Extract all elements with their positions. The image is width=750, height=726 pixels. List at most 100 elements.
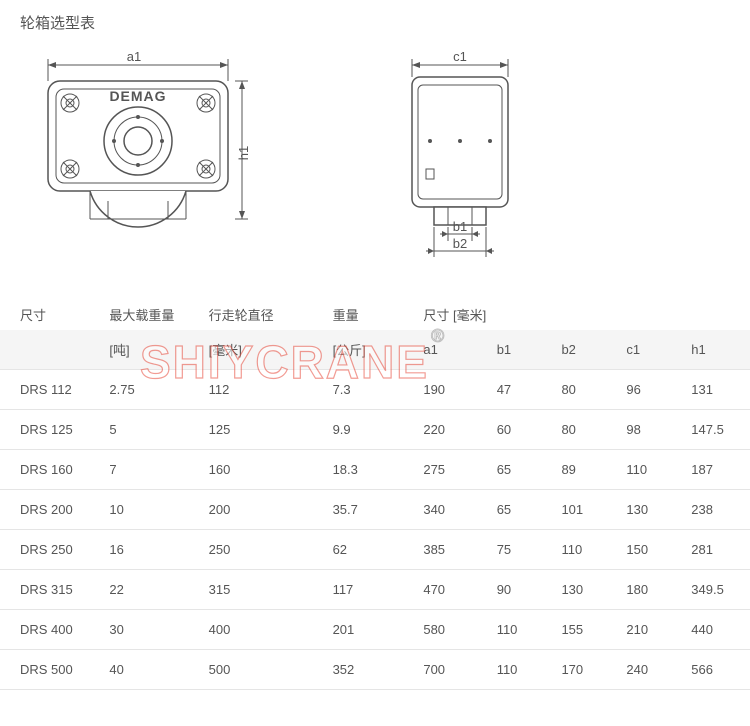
table-cell: 150 — [618, 530, 683, 570]
table-cell: 9.9 — [325, 410, 416, 450]
table-cell: 7.3 — [325, 370, 416, 410]
table-cell: 131 — [683, 370, 750, 410]
table-cell: 98 — [618, 410, 683, 450]
table-cell: 22 — [101, 570, 200, 610]
table-cell: 65 — [489, 450, 554, 490]
table-cell: 125 — [201, 410, 325, 450]
table-cell: DRS 500 — [0, 650, 101, 690]
table-cell: 35.7 — [325, 490, 416, 530]
table-unit-row: [吨] [毫米] [公斤] a1 b1 b2 c1 h1 — [0, 330, 750, 370]
table-row: DRS 3152231511747090130180349.5 — [0, 570, 750, 610]
sub-h1: h1 — [683, 330, 750, 370]
table-cell: 315 — [201, 570, 325, 610]
table-cell: 5 — [101, 410, 200, 450]
table-cell: DRS 160 — [0, 450, 101, 490]
table-cell: 80 — [553, 410, 618, 450]
table-cell: 7 — [101, 450, 200, 490]
table-cell: 147.5 — [683, 410, 750, 450]
table-cell: 349.5 — [683, 570, 750, 610]
table-cell: 130 — [618, 490, 683, 530]
table-header-row: 尺寸 最大载重量 行走轮直径 重量 尺寸 [毫米] — [0, 291, 750, 330]
sub-b2: b2 — [553, 330, 618, 370]
table-cell: 112 — [201, 370, 325, 410]
table-body: DRS 1122.751127.3190478096131DRS 1255125… — [0, 370, 750, 690]
table-cell: 110 — [489, 650, 554, 690]
table-cell: 352 — [325, 650, 416, 690]
diagram-side: c1 b1 b2 — [390, 51, 540, 271]
svg-text:a1: a1 — [127, 51, 141, 64]
table-cell: 130 — [553, 570, 618, 610]
table-cell: 580 — [415, 610, 488, 650]
table-cell: 275 — [415, 450, 488, 490]
table-cell: 75 — [489, 530, 554, 570]
selection-table: 尺寸 最大载重量 行走轮直径 重量 尺寸 [毫米] [吨] [毫米] [公斤] … — [0, 291, 750, 690]
table-row: DRS 250162506238575110150281 — [0, 530, 750, 570]
table-cell: 180 — [618, 570, 683, 610]
table-cell: 47 — [489, 370, 554, 410]
table-cell: 110 — [489, 610, 554, 650]
table-cell: 440 — [683, 610, 750, 650]
table-cell: 101 — [553, 490, 618, 530]
table-cell: 65 — [489, 490, 554, 530]
unit-1: [吨] — [101, 330, 200, 370]
table-cell: 117 — [325, 570, 416, 610]
table-cell: DRS 125 — [0, 410, 101, 450]
table-cell: 470 — [415, 570, 488, 610]
table-cell: 566 — [683, 650, 750, 690]
table-row: DRS 160716018.32756589110187 — [0, 450, 750, 490]
table-cell: 160 — [201, 450, 325, 490]
table-cell: 187 — [683, 450, 750, 490]
table-cell: 190 — [415, 370, 488, 410]
th-maxload: 最大载重量 — [101, 291, 200, 330]
sub-b1: b1 — [489, 330, 554, 370]
table-cell: 700 — [415, 650, 488, 690]
sub-c1: c1 — [618, 330, 683, 370]
table-row: DRS 2001020035.734065101130238 — [0, 490, 750, 530]
sub-a1: a1 — [415, 330, 488, 370]
table-cell: DRS 315 — [0, 570, 101, 610]
table-cell: 238 — [683, 490, 750, 530]
diagram-front: a1 h1 DEMAG — [30, 51, 250, 251]
table-cell: 90 — [489, 570, 554, 610]
page-title: 轮箱选型表 — [0, 0, 750, 41]
svg-text:DEMAG: DEMAG — [109, 88, 166, 104]
table-cell: DRS 200 — [0, 490, 101, 530]
table-cell: 250 — [201, 530, 325, 570]
table-cell: 385 — [415, 530, 488, 570]
table-cell: 10 — [101, 490, 200, 530]
table-cell: 18.3 — [325, 450, 416, 490]
table-cell: DRS 112 — [0, 370, 101, 410]
table-cell: 201 — [325, 610, 416, 650]
table-cell: 281 — [683, 530, 750, 570]
table-cell: 240 — [618, 650, 683, 690]
table-cell: 40 — [101, 650, 200, 690]
table-cell: 210 — [618, 610, 683, 650]
th-weight: 重量 — [325, 291, 416, 330]
table-cell: 62 — [325, 530, 416, 570]
svg-text:b1: b1 — [453, 219, 467, 234]
table-cell: 200 — [201, 490, 325, 530]
svg-text:c1: c1 — [453, 51, 467, 64]
table-row: DRS 50040500352700110170240566 — [0, 650, 750, 690]
table-cell: 60 — [489, 410, 554, 450]
table-cell: 400 — [201, 610, 325, 650]
table-row: DRS 12551259.9220608098147.5 — [0, 410, 750, 450]
th-dims: 尺寸 [毫米] — [415, 291, 750, 330]
table-row: DRS 1122.751127.3190478096131 — [0, 370, 750, 410]
svg-text:h1: h1 — [236, 146, 250, 160]
table-cell: 220 — [415, 410, 488, 450]
table-cell: 170 — [553, 650, 618, 690]
table-cell: 500 — [201, 650, 325, 690]
th-wheeldia: 行走轮直径 — [201, 291, 325, 330]
table-row: DRS 40030400201580110155210440 — [0, 610, 750, 650]
table-cell: DRS 250 — [0, 530, 101, 570]
table-cell: 110 — [618, 450, 683, 490]
table-cell: 340 — [415, 490, 488, 530]
diagram-area: a1 h1 DEMAG — [0, 41, 750, 291]
table-cell: 155 — [553, 610, 618, 650]
table-cell: 110 — [553, 530, 618, 570]
table-cell: DRS 400 — [0, 610, 101, 650]
svg-text:b2: b2 — [453, 236, 467, 251]
table-cell: 80 — [553, 370, 618, 410]
table-cell: 89 — [553, 450, 618, 490]
